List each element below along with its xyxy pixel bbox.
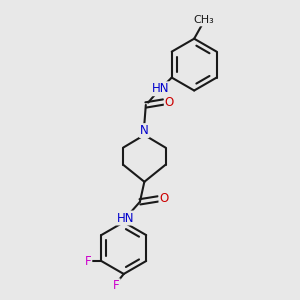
Text: HN: HN [152, 82, 169, 95]
Text: CH₃: CH₃ [194, 15, 214, 26]
Text: F: F [85, 254, 92, 268]
Text: O: O [165, 95, 174, 109]
Text: F: F [113, 279, 120, 292]
Text: HN: HN [116, 212, 134, 224]
Text: O: O [159, 192, 169, 206]
Text: N: N [140, 124, 149, 137]
